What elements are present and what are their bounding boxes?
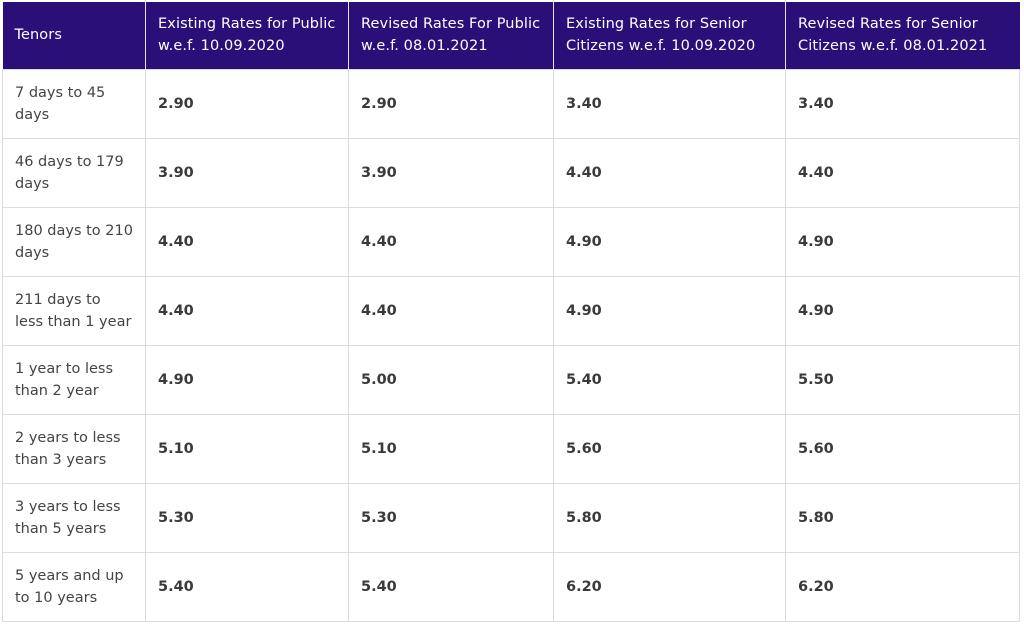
cell-existing-senior: 4.90: [553, 275, 786, 346]
header-row: Tenors Existing Rates for Public w.e.f. …: [2, 2, 1020, 69]
header-revised-public: Revised Rates For Public w.e.f. 08.01.20…: [348, 2, 554, 69]
cell-existing-public: 5.40: [145, 551, 349, 622]
cell-existing-public: 4.90: [145, 344, 349, 415]
cell-tenor: 7 days to 45 days: [2, 68, 146, 139]
header-revised-senior: Revised Rates for Senior Citizens w.e.f.…: [785, 2, 1020, 69]
cell-tenor: 46 days to 179 days: [2, 137, 146, 208]
cell-existing-public: 5.30: [145, 482, 349, 553]
header-tenors: Tenors: [2, 2, 146, 69]
table-row: 2 years to less than 3 years 5.10 5.10 5…: [2, 413, 1020, 484]
cell-existing-public: 4.40: [145, 275, 349, 346]
header-existing-public: Existing Rates for Public w.e.f. 10.09.2…: [145, 2, 349, 69]
header-existing-senior: Existing Rates for Senior Citizens w.e.f…: [553, 2, 786, 69]
table-row: 5 years and up to 10 years 5.40 5.40 6.2…: [2, 551, 1020, 622]
cell-tenor: 180 days to 210 days: [2, 206, 146, 277]
cell-revised-senior: 3.40: [785, 68, 1020, 139]
cell-tenor: 1 year to less than 2 year: [2, 344, 146, 415]
cell-revised-public: 3.90: [348, 137, 554, 208]
table-header: Tenors Existing Rates for Public w.e.f. …: [2, 2, 1020, 69]
table-row: 3 years to less than 5 years 5.30 5.30 5…: [2, 482, 1020, 553]
cell-existing-senior: 4.40: [553, 137, 786, 208]
table-row: 46 days to 179 days 3.90 3.90 4.40 4.40: [2, 137, 1020, 208]
cell-revised-senior: 5.60: [785, 413, 1020, 484]
cell-existing-senior: 4.90: [553, 206, 786, 277]
table-row: 211 days to less than 1 year 4.40 4.40 4…: [2, 275, 1020, 346]
cell-revised-public: 5.30: [348, 482, 554, 553]
cell-existing-senior: 5.40: [553, 344, 786, 415]
cell-revised-senior: 4.90: [785, 275, 1020, 346]
cell-existing-public: 3.90: [145, 137, 349, 208]
cell-existing-senior: 5.80: [553, 482, 786, 553]
cell-tenor: 3 years to less than 5 years: [2, 482, 146, 553]
cell-existing-public: 5.10: [145, 413, 349, 484]
cell-revised-public: 5.40: [348, 551, 554, 622]
cell-revised-public: 4.40: [348, 275, 554, 346]
cell-revised-senior: 5.50: [785, 344, 1020, 415]
cell-existing-public: 4.40: [145, 206, 349, 277]
cell-revised-public: 2.90: [348, 68, 554, 139]
table-row: 180 days to 210 days 4.40 4.40 4.90 4.90: [2, 206, 1020, 277]
cell-revised-senior: 4.40: [785, 137, 1020, 208]
cell-revised-public: 5.10: [348, 413, 554, 484]
cell-tenor: 211 days to less than 1 year: [2, 275, 146, 346]
cell-existing-public: 2.90: [145, 68, 349, 139]
table-row: 1 year to less than 2 year 4.90 5.00 5.4…: [2, 344, 1020, 415]
cell-revised-public: 5.00: [348, 344, 554, 415]
table-row: 7 days to 45 days 2.90 2.90 3.40 3.40: [2, 68, 1020, 139]
cell-existing-senior: 3.40: [553, 68, 786, 139]
cell-revised-senior: 5.80: [785, 482, 1020, 553]
table-body: 7 days to 45 days 2.90 2.90 3.40 3.40 46…: [2, 68, 1020, 622]
cell-tenor: 5 years and up to 10 years: [2, 551, 146, 622]
cell-existing-senior: 6.20: [553, 551, 786, 622]
cell-existing-senior: 5.60: [553, 413, 786, 484]
cell-revised-senior: 6.20: [785, 551, 1020, 622]
cell-revised-senior: 4.90: [785, 206, 1020, 277]
cell-revised-public: 4.40: [348, 206, 554, 277]
cell-tenor: 2 years to less than 3 years: [2, 413, 146, 484]
